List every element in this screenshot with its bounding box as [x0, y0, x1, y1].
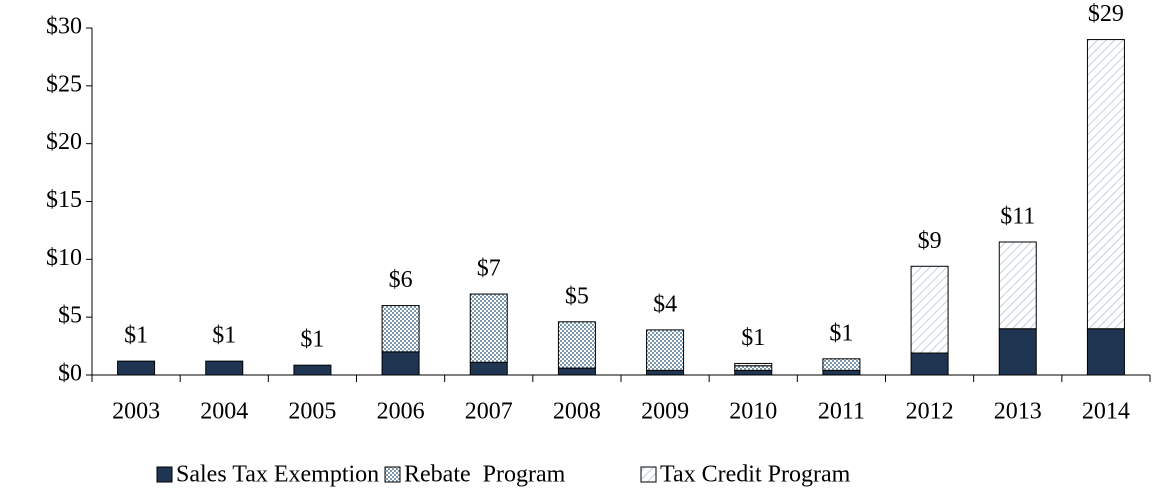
bar-segment	[646, 329, 685, 371]
total-label: $4	[653, 291, 677, 317]
bar-segment	[734, 362, 773, 367]
legend-label: Rebate Program	[404, 462, 566, 488]
total-label: $7	[477, 256, 501, 282]
total-label: $1	[212, 323, 236, 349]
bar-segment	[117, 360, 156, 376]
total-label: $5	[565, 283, 589, 309]
x-tick-label: 2005	[288, 399, 336, 425]
total-label: $6	[389, 267, 413, 293]
legend-label: Sales Tax Exemption	[176, 462, 379, 488]
x-tick-label: 2007	[465, 399, 513, 425]
bar-segment	[381, 351, 420, 376]
total-label: $9	[918, 228, 942, 254]
total-label: $1	[124, 323, 148, 349]
x-tick-label: 2014	[1082, 399, 1130, 425]
y-tick-label: $30	[46, 14, 82, 40]
bar-segment	[822, 358, 861, 371]
bar-segment	[205, 360, 244, 376]
y-tick-label: $5	[58, 303, 82, 329]
y-tick-label: $10	[46, 245, 82, 271]
bar-segment	[469, 293, 508, 363]
x-tick-label: 2013	[994, 399, 1042, 425]
y-tick-label: $20	[46, 129, 82, 155]
bar-segment	[293, 364, 332, 376]
y-tick-label: $15	[46, 187, 82, 213]
bar-segment	[998, 328, 1037, 376]
x-tick-label: 2004	[200, 399, 248, 425]
x-tick-label: 2012	[906, 399, 954, 425]
bar-segment	[910, 352, 949, 376]
x-tick-label: 2011	[818, 399, 865, 425]
bar-segment	[1086, 328, 1125, 376]
legend-label: Tax Credit Program	[660, 462, 851, 488]
legend-swatch	[156, 466, 173, 483]
x-tick-label: 2009	[641, 399, 689, 425]
bar-segment	[910, 265, 949, 354]
total-label: $1	[741, 325, 765, 351]
y-tick-label: $0	[58, 361, 82, 387]
bar-segment	[381, 305, 420, 353]
bar-segment	[822, 369, 861, 376]
total-label: $11	[1000, 203, 1035, 229]
bar-segment	[998, 241, 1037, 330]
bar-segment	[734, 369, 773, 376]
total-label: $29	[1088, 1, 1124, 27]
legend-swatch	[640, 466, 657, 483]
bar-segment	[469, 361, 508, 376]
bar-segment	[734, 365, 773, 371]
bar-segment	[646, 369, 685, 376]
x-tick-label: 2006	[377, 399, 425, 425]
bar-segment	[557, 367, 596, 376]
bar-segment	[557, 321, 596, 369]
bar-segment	[1086, 39, 1125, 330]
y-tick-label: $25	[46, 71, 82, 97]
x-tick-label: 2003	[112, 399, 160, 425]
total-label: $1	[300, 327, 324, 353]
legend-swatch	[384, 466, 401, 483]
total-label: $1	[829, 320, 853, 346]
x-tick-label: 2008	[553, 399, 601, 425]
x-tick-label: 2010	[729, 399, 777, 425]
